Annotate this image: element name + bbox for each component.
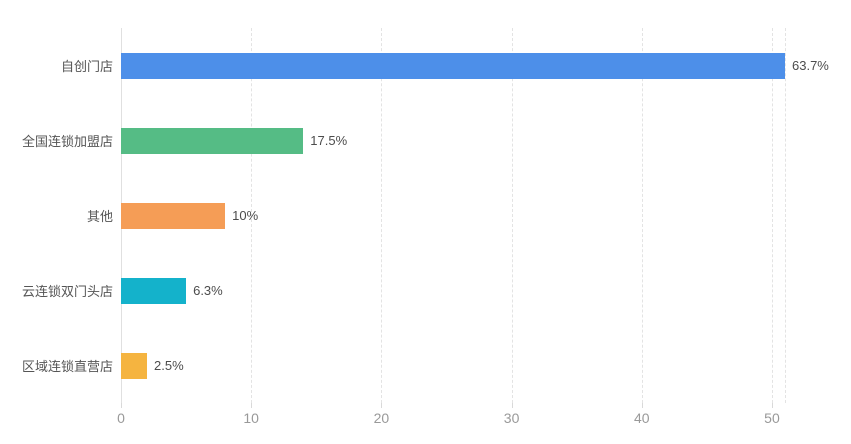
bar-row: 区域连锁直营店 2.5% xyxy=(22,328,785,403)
bar-row: 其他 10% xyxy=(87,178,785,253)
x-axis-tick-label: 50 xyxy=(764,410,780,426)
bar[interactable] xyxy=(121,127,304,154)
value-label: 63.7% xyxy=(792,58,829,73)
bar[interactable] xyxy=(121,202,226,229)
category-label: 自创门店 xyxy=(60,59,113,74)
gridline xyxy=(641,28,643,403)
bar-line: 17.5% xyxy=(121,127,348,154)
bar-line: 10% xyxy=(121,202,259,229)
plot-area: 0 10 20 30 40 50 自创门店 63.7% 全国连锁加盟店 17.5% 其他 10% 云连… xyxy=(22,28,829,426)
bar[interactable] xyxy=(121,52,785,79)
x-axis-tick-label: 10 xyxy=(243,410,259,426)
value-label: 6.3% xyxy=(193,283,223,298)
plot-boundary-line xyxy=(785,28,786,403)
bar-line: 63.7% xyxy=(121,52,829,79)
gridline xyxy=(381,28,383,403)
gridline xyxy=(771,28,773,403)
category-label: 其他 xyxy=(86,209,113,224)
bars: 自创门店 63.7% 全国连锁加盟店 17.5% 其他 10% 云连锁双门头店 6.3% 区域连… xyxy=(22,28,829,403)
value-label: 10% xyxy=(232,208,259,223)
gridline xyxy=(511,28,513,403)
bar-row: 云连锁双门头店 6.3% xyxy=(22,253,785,328)
bar[interactable] xyxy=(121,352,148,379)
x-axis-tick xyxy=(511,403,513,408)
x-axis-tick-label: 40 xyxy=(633,410,650,426)
x-axis-tick-label: 30 xyxy=(503,410,520,426)
x-axis-tick xyxy=(381,403,383,408)
category-label: 云连锁双门头店 xyxy=(21,284,113,299)
x-axis-tick xyxy=(251,403,253,408)
x-axis-tick xyxy=(771,403,773,408)
value-label: 2.5% xyxy=(154,358,184,373)
category-label: 区域连锁直营店 xyxy=(21,359,113,374)
value-label: 17.5% xyxy=(310,133,348,148)
bar[interactable] xyxy=(121,277,187,304)
gridline xyxy=(251,28,253,403)
bar-line: 6.3% xyxy=(121,277,223,304)
x-axis-tick-label: 20 xyxy=(373,410,390,426)
x-axis-tick-label: 0 xyxy=(117,410,125,426)
bar-row: 自创门店 63.7% xyxy=(61,28,829,103)
category-label: 全国连锁加盟店 xyxy=(21,134,113,149)
bar-row: 全国连锁加盟店 17.5% xyxy=(22,103,785,178)
x-axis-tick xyxy=(121,403,122,408)
x-axis-tick xyxy=(641,403,643,408)
bar-line: 2.5% xyxy=(121,352,184,379)
